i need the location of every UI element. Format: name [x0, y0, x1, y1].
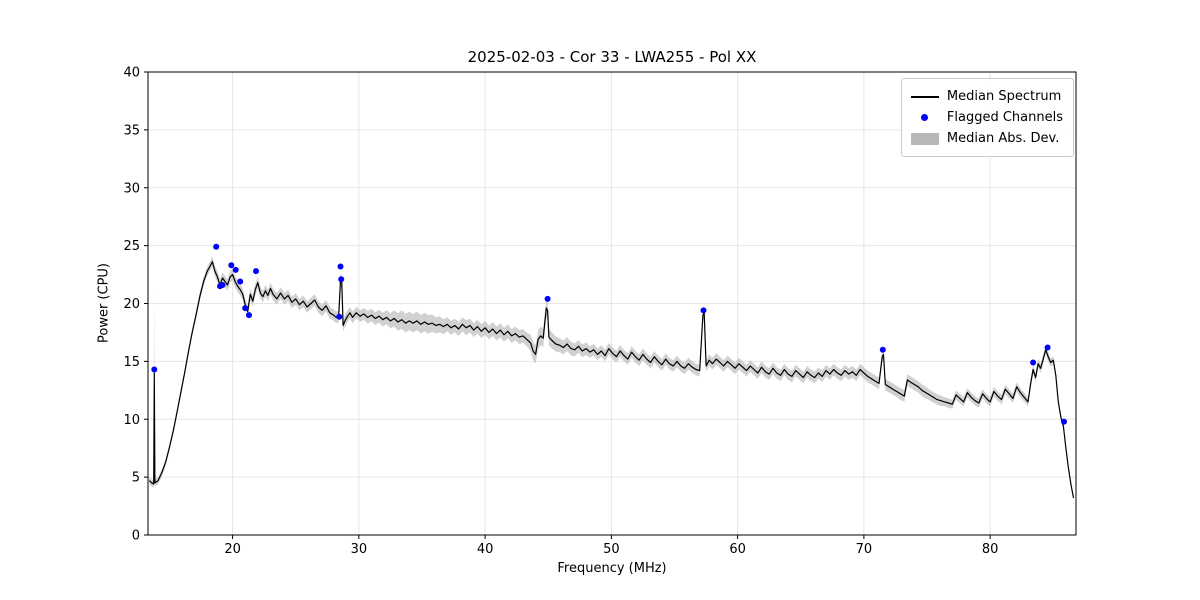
svg-text:40: 40: [123, 66, 140, 81]
flagged-channels-dot-icon: [911, 114, 939, 121]
x-axis-label: Frequency (MHz): [557, 561, 667, 576]
legend-item-median-abs-dev: Median Abs. Dev.: [910, 128, 1063, 149]
svg-text:0: 0: [132, 529, 140, 544]
svg-text:30: 30: [123, 181, 140, 196]
svg-text:80: 80: [982, 542, 999, 557]
svg-text:50: 50: [603, 542, 620, 557]
svg-text:15: 15: [123, 355, 140, 370]
y-axis-label: Power (CPU): [96, 262, 112, 344]
svg-text:25: 25: [123, 239, 140, 254]
chart-title: 2025-02-03 - Cor 33 - LWA255 - Pol XX: [467, 48, 757, 66]
svg-text:60: 60: [729, 542, 746, 557]
median-spectrum-line-icon: [910, 95, 939, 98]
svg-text:40: 40: [477, 542, 494, 557]
median-abs-dev-patch-icon: [910, 132, 939, 145]
legend: Median Spectrum Flagged Channels Median …: [900, 78, 1074, 157]
svg-text:10: 10: [123, 413, 140, 428]
legend-label: Median Abs. Dev.: [946, 131, 1060, 146]
svg-text:35: 35: [123, 123, 140, 138]
legend-item-flagged-channels: Flagged Channels: [911, 107, 1063, 128]
legend-item-median-spectrum: Median Spectrum: [910, 86, 1063, 107]
svg-text:20: 20: [123, 297, 140, 312]
svg-text:70: 70: [856, 542, 873, 557]
svg-text:30: 30: [351, 542, 368, 557]
svg-text:5: 5: [132, 471, 140, 486]
legend-label: Median Spectrum: [946, 89, 1062, 104]
svg-text:20: 20: [224, 542, 241, 557]
legend-label: Flagged Channels: [946, 110, 1063, 125]
